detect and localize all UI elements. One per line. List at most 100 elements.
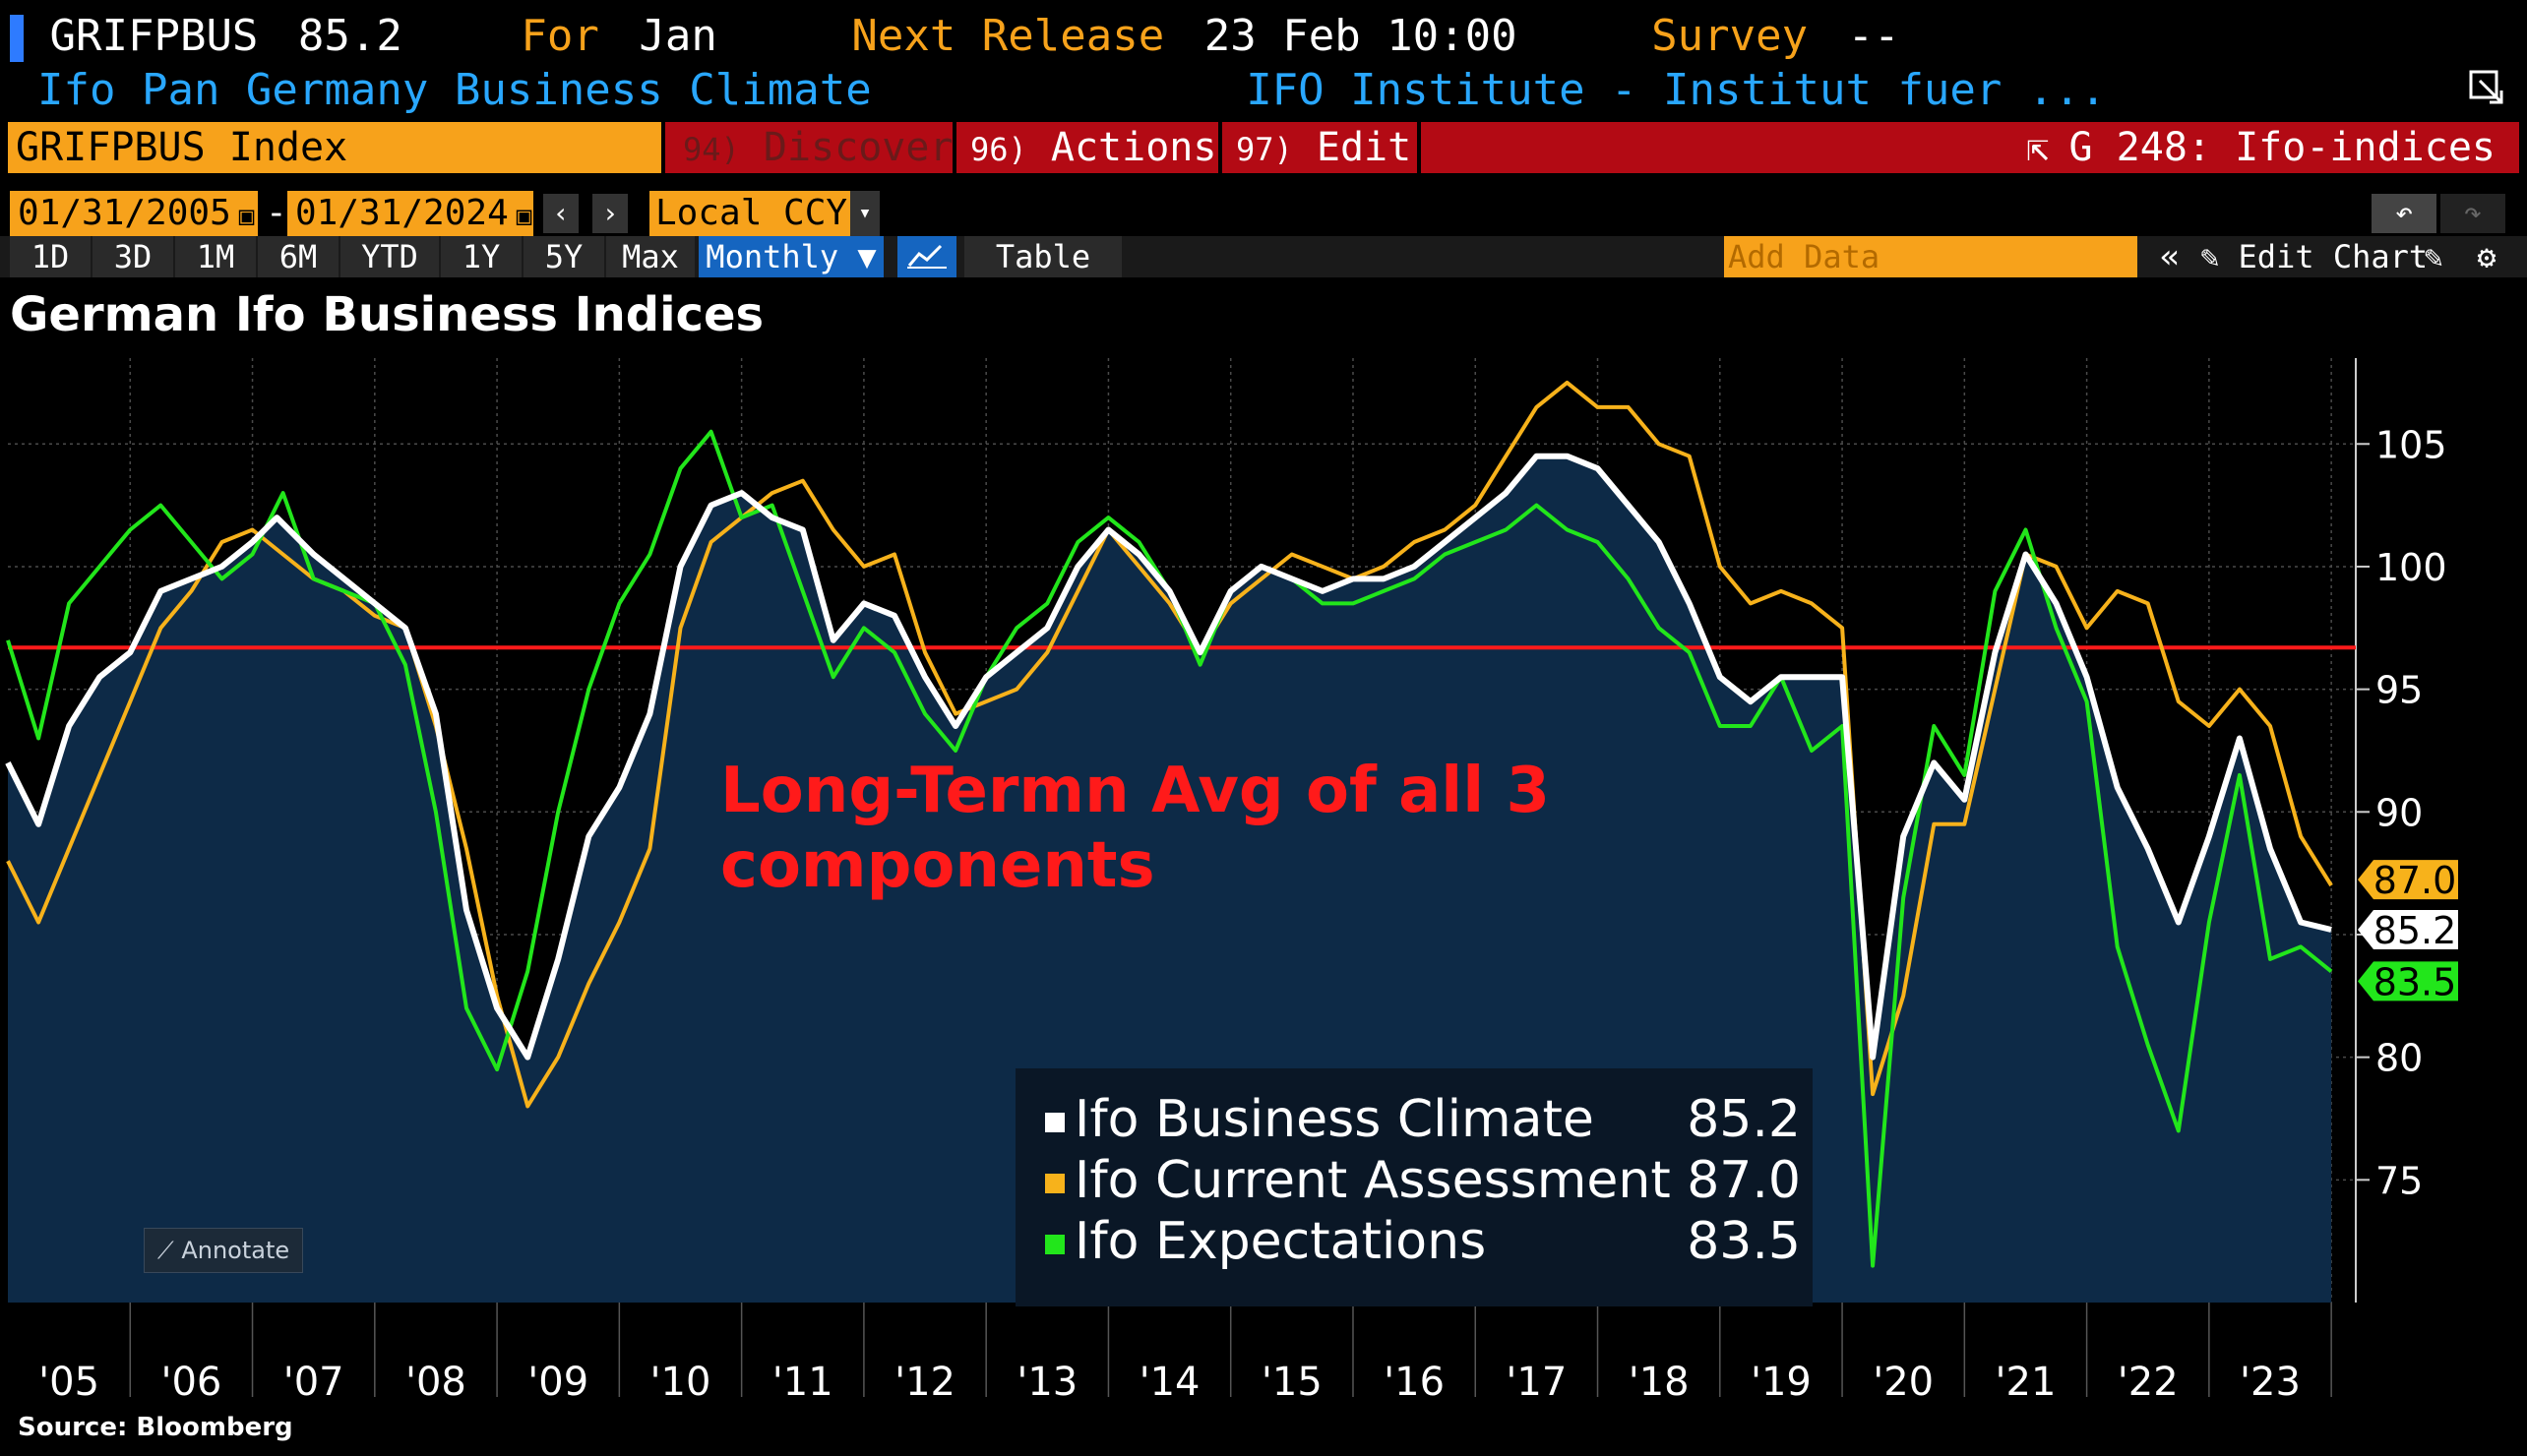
security-header: GRIFPBUS 85.2 For Jan Next Release 23 Fe…	[0, 2, 1900, 71]
edit-button[interactable]: 97) Edit ▾	[1222, 122, 1448, 173]
y-tick-label: 100	[2375, 546, 2447, 589]
range-bar: 01/31/2005 ▣ - 01/31/2024 ▣ ‹ › Local CCY …	[0, 191, 2527, 239]
start-date-field[interactable]: 01/31/2005 ▣	[10, 191, 258, 239]
discover-button[interactable]: 94) Discover ▾	[665, 122, 990, 173]
legend-label: Ifo Current Assessment	[1075, 1151, 1671, 1210]
add-data-input[interactable]: Add Data	[1724, 236, 2137, 277]
x-tick-label: '11	[772, 1360, 833, 1405]
x-tick-label: '18	[1629, 1360, 1690, 1405]
next-release-label: Next Release	[851, 11, 1165, 61]
x-tick-label: '08	[405, 1360, 466, 1405]
last-value-tag-expectations	[2358, 961, 2458, 1001]
x-tick-label: '06	[160, 1360, 221, 1405]
avg-annotation-line2: components	[720, 829, 1155, 902]
command-bar: GRIFPBUS Index 94) Discover ▾ 96) Action…	[0, 122, 2527, 173]
end-date-field[interactable]: 01/31/2024 ▣	[287, 191, 533, 239]
chart-title: German Ifo Business Indices	[10, 287, 765, 342]
collapse-icon[interactable]: «	[2159, 237, 2181, 276]
x-tick-label: '10	[650, 1360, 711, 1405]
x-tick-label: '19	[1751, 1360, 1812, 1405]
pencil-icon: ⟋	[156, 1237, 174, 1264]
description-row: Ifo Pan Germany Business Climate IFO Ins…	[0, 61, 2106, 120]
ticker: GRIFPBUS	[49, 11, 259, 61]
period-1d[interactable]: 1D	[10, 236, 91, 277]
next-release-value: 23 Feb 10:00	[1203, 11, 1517, 61]
x-tick-label: '14	[1140, 1360, 1201, 1405]
avg-annotation: Long-Termn Avg of all 3 components	[720, 754, 1550, 903]
series-current-line	[6, 380, 2333, 1109]
annotate-button[interactable]: ⟋ Annotate	[144, 1228, 303, 1273]
legend-value: 85.2	[1687, 1090, 1801, 1149]
next-period-button[interactable]: ›	[592, 194, 628, 233]
x-tick-label: '20	[1873, 1360, 1934, 1405]
launch-icon: ⇱	[2026, 126, 2050, 169]
x-tick-label: '22	[2118, 1360, 2179, 1405]
x-tick-label: '17	[1506, 1360, 1567, 1405]
legend: Ifo Business Climate 85.2 Ifo Current As…	[1016, 1068, 1813, 1306]
edit-chart-button[interactable]: ✎ Edit Chart	[2200, 238, 2429, 275]
calendar-icon[interactable]: ▣	[516, 202, 532, 231]
table-button[interactable]: Table	[964, 236, 1122, 277]
legend-label: Ifo Expectations	[1075, 1212, 1487, 1271]
chevron-down-icon: ▾	[850, 191, 880, 236]
x-tick-label: '16	[1384, 1360, 1445, 1405]
prev-period-button[interactable]: ‹	[543, 194, 579, 233]
y-tick-label: 105	[2375, 423, 2447, 466]
avg-annotation-line1: Long-Termn Avg of all 3	[720, 755, 1550, 827]
description: Ifo Pan Germany Business Climate	[37, 65, 872, 115]
caret-down-icon: ▼	[857, 238, 877, 275]
series-climate-line	[5, 453, 2332, 1061]
range-separator: -	[266, 193, 287, 233]
for-label: For	[521, 11, 599, 61]
line-chart-button[interactable]	[897, 236, 956, 277]
period-6m[interactable]: 6M	[258, 236, 339, 277]
period-1m[interactable]: 1M	[175, 236, 256, 277]
gear-icon[interactable]: ⚙	[2477, 238, 2496, 275]
survey-value: --	[1847, 11, 1900, 61]
x-tick-label: '07	[283, 1360, 344, 1405]
last-value-tag-current	[2358, 860, 2458, 900]
legend-value: 87.0	[1687, 1151, 1801, 1210]
popout-icon[interactable]	[2468, 69, 2507, 108]
actions-button[interactable]: 96) Actions ▾	[956, 122, 1254, 173]
last-value: 85.2	[297, 11, 402, 61]
x-tick-label: '23	[2240, 1360, 2301, 1405]
y-tick-label: 90	[2375, 791, 2423, 834]
x-tick-label: '09	[527, 1360, 588, 1405]
period-bar: 1D 3D 1M 6M YTD 1Y 5Y Max Monthly ▼ Tabl…	[0, 236, 2527, 277]
redo-button[interactable]: ↷	[2440, 194, 2505, 233]
period-5y[interactable]: 5Y	[524, 236, 604, 277]
x-tick-label: '15	[1262, 1360, 1323, 1405]
undo-button[interactable]: ↶	[2372, 194, 2436, 233]
period-max[interactable]: Max	[606, 236, 695, 277]
legend-swatch	[1045, 1235, 1065, 1254]
period-1y[interactable]: 1Y	[441, 236, 522, 277]
x-tick-label: '05	[38, 1360, 99, 1405]
calendar-icon[interactable]: ▣	[238, 202, 255, 231]
frequency-select[interactable]: Monthly ▼	[699, 236, 884, 277]
y-tick-label: 80	[2375, 1037, 2423, 1080]
ticker-marker	[10, 15, 24, 62]
period-ytd[interactable]: YTD	[340, 236, 439, 277]
last-value-tag-expectations-text: 83.5	[2373, 960, 2457, 1003]
legend-label: Ifo Business Climate	[1075, 1090, 1594, 1149]
survey-label: Survey	[1651, 11, 1809, 61]
x-tick-label: '13	[1017, 1360, 1078, 1405]
currency-select[interactable]: Local CCY ▾	[649, 191, 880, 236]
chart-edit-icon[interactable]: ✎	[2424, 238, 2443, 275]
period-3d[interactable]: 3D	[92, 236, 173, 277]
for-period: Jan	[639, 11, 717, 61]
y-tick-label: 95	[2375, 669, 2423, 712]
pencil-icon: ✎	[2200, 238, 2220, 275]
security-field[interactable]: GRIFPBUS Index	[8, 122, 661, 173]
function-bar[interactable]: ⇱ G 248: Ifo-indices	[1421, 122, 2519, 173]
y-tick-label: 75	[2375, 1159, 2423, 1202]
legend-swatch	[1045, 1174, 1065, 1193]
last-value-tag-current-text: 87.0	[2373, 859, 2457, 902]
legend-item-expectations: Ifo Expectations 83.5	[1045, 1212, 1813, 1271]
last-value-tag-climate	[2358, 909, 2458, 949]
source-note: Source: Bloomberg	[18, 1413, 293, 1442]
legend-item-climate: Ifo Business Climate 85.2	[1045, 1090, 1813, 1149]
legend-item-current: Ifo Current Assessment 87.0	[1045, 1151, 1813, 1210]
source-org: IFO Institute - Institut fuer ...	[1246, 65, 2107, 115]
